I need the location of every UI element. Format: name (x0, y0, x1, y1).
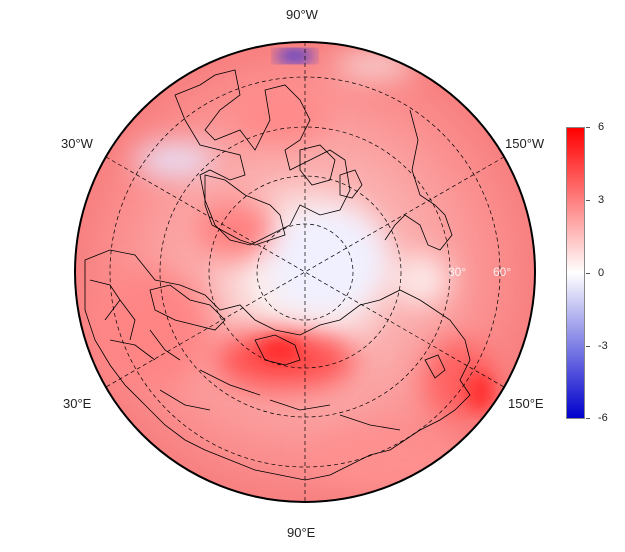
colorbar-tick-label: -6 (598, 412, 608, 424)
map-field: 30° 60° (75, 42, 535, 502)
colorbar (566, 127, 585, 419)
lat-label-30: 30° (448, 265, 466, 279)
lat-circle-60 (159, 126, 451, 418)
colorbar-tick-label: 0 (598, 267, 605, 279)
cold-anomaly (275, 49, 315, 63)
colorbar-tickmark (586, 418, 590, 419)
lon-label-lower-left: 30°E (63, 396, 92, 411)
coastlines (84, 69, 471, 481)
colorbar-tickmark (586, 273, 590, 274)
colorbar-tickmark (586, 200, 590, 201)
colorbar-tick-label: 6 (598, 121, 605, 133)
lon-label-upper-right: 150°W (505, 136, 545, 151)
colorbar-tick-label: -3 (598, 340, 608, 352)
warm-anomaly (258, 338, 494, 412)
lat-label-60: 60° (493, 265, 511, 279)
colorbar-tickmark (586, 127, 590, 128)
map-boundary (74, 41, 536, 503)
lon-label-lower-right: 150°E (508, 396, 544, 411)
lon-label-top: 90°W (286, 7, 318, 22)
graticule (105, 42, 505, 502)
lon-label-upper-left: 30°W (61, 136, 93, 151)
colorbar-tickmark (586, 346, 590, 347)
colorbar-tick-label: 3 (598, 194, 605, 206)
lon-label-bottom: 90°E (287, 525, 316, 540)
